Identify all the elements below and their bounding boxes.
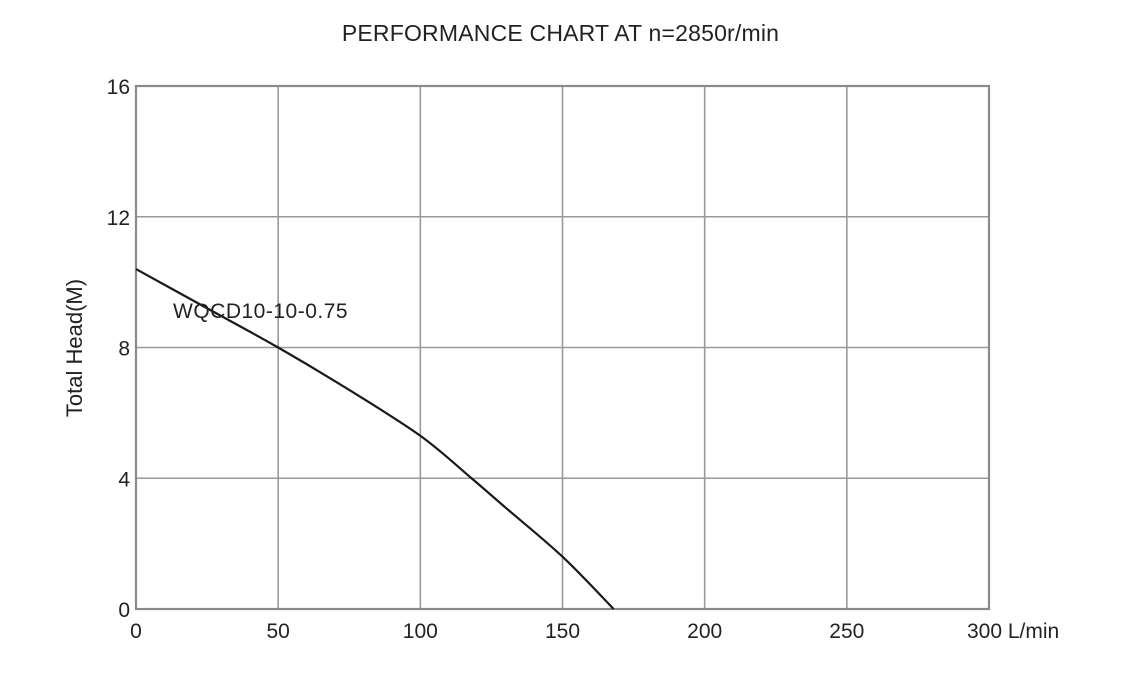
plot-frame xyxy=(134,84,991,611)
y-axis-ticks: 0 4 8 12 16 xyxy=(107,76,131,622)
y-axis-label: Total Head(M) xyxy=(62,279,87,417)
y-tick-label: 16 xyxy=(107,76,130,99)
y-tick-label: 12 xyxy=(107,207,130,230)
series-curves xyxy=(135,268,615,610)
series-label: WQCD10-10-0.75 xyxy=(173,300,348,323)
y-tick-label: 0 xyxy=(118,599,130,622)
head-flow-curve xyxy=(135,268,615,610)
plot-border xyxy=(134,84,991,611)
x-tick-label: 300 L/min xyxy=(967,620,1059,643)
x-tick-label: 0 xyxy=(130,620,142,643)
x-tick-label: 50 xyxy=(266,620,289,643)
x-axis-ticks: 0 50 100 150 200 250 300 L/min xyxy=(130,620,1059,643)
y-tick-label: 8 xyxy=(118,338,130,361)
x-tick-label: 200 xyxy=(687,620,722,643)
x-tick-label: 150 xyxy=(545,620,580,643)
y-tick-label: 4 xyxy=(118,468,130,491)
chart-title: PERFORMANCE CHART AT n=2850r/min xyxy=(341,20,780,46)
grid-lines xyxy=(135,85,990,610)
x-tick-label: 250 xyxy=(829,620,864,643)
x-tick-label: 100 xyxy=(403,620,438,643)
